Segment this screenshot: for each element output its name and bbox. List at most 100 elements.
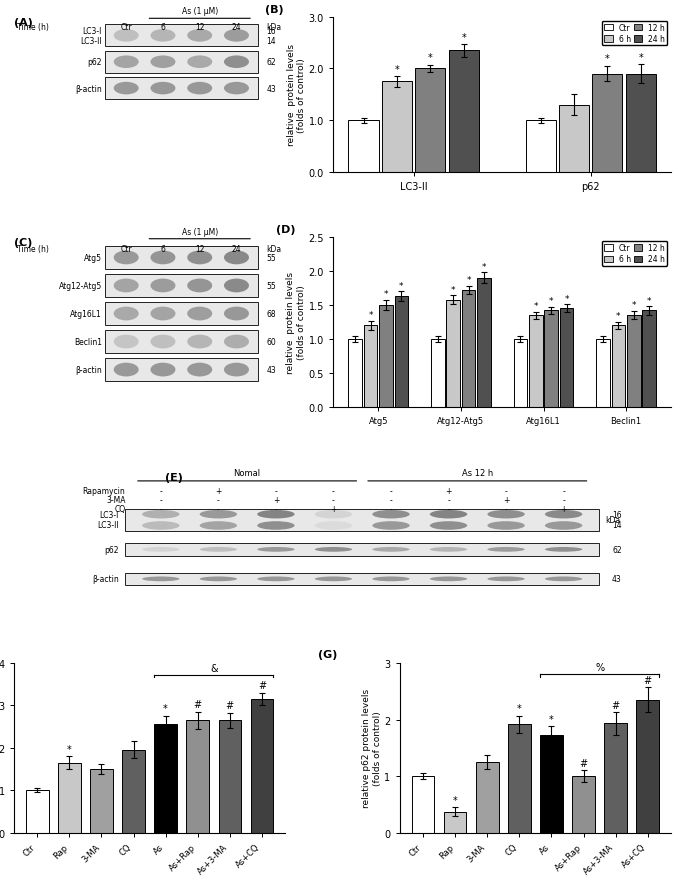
Text: LC3-I
LC3-II: LC3-I LC3-II xyxy=(97,511,119,530)
Ellipse shape xyxy=(429,548,467,552)
Text: As (1 μM): As (1 μM) xyxy=(182,228,218,237)
Text: *: * xyxy=(482,262,486,271)
Bar xyxy=(90,769,112,833)
Text: #: # xyxy=(580,758,588,768)
Text: #: # xyxy=(612,700,620,710)
Text: 12: 12 xyxy=(195,245,204,253)
Ellipse shape xyxy=(224,279,249,293)
Text: -: - xyxy=(160,487,162,496)
Legend: Ctr, 6 h, 12 h, 24 h: Ctr, 6 h, 12 h, 24 h xyxy=(602,21,667,46)
Ellipse shape xyxy=(372,577,410,581)
Text: -: - xyxy=(160,495,162,505)
Text: As 12 h: As 12 h xyxy=(462,469,493,478)
Ellipse shape xyxy=(224,82,249,96)
Bar xyxy=(444,812,466,833)
Ellipse shape xyxy=(142,510,179,519)
Bar xyxy=(412,776,434,833)
Text: (G): (G) xyxy=(318,649,338,660)
Ellipse shape xyxy=(151,30,175,43)
Text: *: * xyxy=(564,294,569,303)
Bar xyxy=(612,326,625,408)
Text: *: * xyxy=(67,744,72,754)
Ellipse shape xyxy=(545,510,582,519)
Text: CQ: CQ xyxy=(114,504,125,514)
Ellipse shape xyxy=(142,548,179,552)
Bar xyxy=(379,306,393,408)
Bar xyxy=(105,26,258,47)
Text: -: - xyxy=(447,495,450,505)
Ellipse shape xyxy=(151,307,175,321)
Y-axis label: relative  protein levels
(folds of control): relative protein levels (folds of contro… xyxy=(286,44,306,146)
Text: p62: p62 xyxy=(104,545,119,555)
Ellipse shape xyxy=(142,577,179,581)
Text: Ctr: Ctr xyxy=(121,245,132,253)
Ellipse shape xyxy=(187,82,212,96)
Bar xyxy=(415,69,445,173)
Bar xyxy=(125,573,599,586)
Ellipse shape xyxy=(114,279,138,293)
Text: +: + xyxy=(273,495,279,505)
Ellipse shape xyxy=(487,577,525,581)
Text: Ctr: Ctr xyxy=(121,23,132,32)
Ellipse shape xyxy=(151,335,175,349)
Bar xyxy=(349,121,379,173)
Ellipse shape xyxy=(487,548,525,552)
Ellipse shape xyxy=(151,363,175,377)
Ellipse shape xyxy=(545,577,582,581)
Bar xyxy=(626,74,656,173)
Text: -: - xyxy=(160,504,162,514)
Ellipse shape xyxy=(224,30,249,43)
Bar xyxy=(508,724,531,833)
Bar xyxy=(545,311,558,408)
Ellipse shape xyxy=(314,522,352,530)
Ellipse shape xyxy=(372,548,410,552)
Ellipse shape xyxy=(187,363,212,377)
Ellipse shape xyxy=(114,307,138,321)
Ellipse shape xyxy=(224,363,249,377)
Ellipse shape xyxy=(199,510,237,519)
Text: β-actin: β-actin xyxy=(75,366,102,375)
Ellipse shape xyxy=(114,363,138,377)
Text: *: * xyxy=(428,53,433,63)
Bar xyxy=(125,543,599,556)
Text: +: + xyxy=(503,495,509,505)
Bar xyxy=(559,105,589,173)
Text: 43: 43 xyxy=(266,84,276,94)
Text: LC3-I
LC3-II: LC3-I LC3-II xyxy=(80,27,102,46)
Bar xyxy=(636,700,659,833)
Text: *: * xyxy=(534,302,538,311)
Text: -: - xyxy=(505,504,508,514)
Bar xyxy=(125,509,599,532)
Y-axis label: relative p62 protein levels
(folds of control): relative p62 protein levels (folds of co… xyxy=(362,688,382,807)
Text: -: - xyxy=(562,487,565,496)
Text: -: - xyxy=(332,495,335,505)
Ellipse shape xyxy=(257,577,295,581)
Text: 60: 60 xyxy=(266,338,276,346)
Text: 55: 55 xyxy=(266,282,276,291)
Ellipse shape xyxy=(187,335,212,349)
Ellipse shape xyxy=(224,57,249,69)
Text: 43: 43 xyxy=(612,575,622,584)
Legend: Ctr, 6 h, 12 h, 24 h: Ctr, 6 h, 12 h, 24 h xyxy=(602,242,667,267)
Text: (C): (C) xyxy=(14,237,32,248)
Text: *: * xyxy=(384,290,388,299)
Ellipse shape xyxy=(429,577,467,581)
Ellipse shape xyxy=(142,522,179,530)
Text: *: * xyxy=(466,276,471,285)
Text: -: - xyxy=(217,504,220,514)
Bar xyxy=(105,275,258,298)
Bar xyxy=(462,291,475,408)
Bar xyxy=(26,790,49,833)
Text: *: * xyxy=(399,282,403,291)
Ellipse shape xyxy=(199,577,237,581)
Bar xyxy=(540,735,562,833)
Text: -: - xyxy=(562,495,565,505)
Text: (E): (E) xyxy=(165,472,183,483)
Text: Rapamycin: Rapamycin xyxy=(83,487,125,496)
Ellipse shape xyxy=(114,335,138,349)
Ellipse shape xyxy=(114,57,138,69)
Ellipse shape xyxy=(199,522,237,530)
Text: *: * xyxy=(549,297,553,306)
Bar xyxy=(447,300,460,408)
Text: Time (h): Time (h) xyxy=(16,245,49,253)
